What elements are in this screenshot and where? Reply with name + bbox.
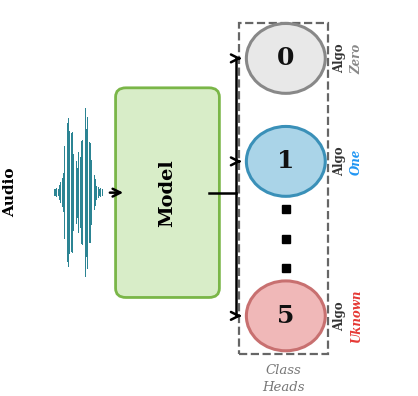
Bar — [74, 150, 75, 235]
Bar — [87, 117, 88, 268]
Circle shape — [246, 23, 325, 93]
Bar — [81, 141, 82, 244]
Bar — [239, 23, 328, 354]
Bar — [54, 189, 55, 196]
Text: Audio: Audio — [3, 168, 18, 217]
Bar — [60, 182, 61, 203]
Text: Class
Heads: Class Heads — [262, 364, 305, 394]
Bar — [93, 168, 94, 217]
Circle shape — [246, 126, 325, 196]
Text: 5: 5 — [277, 304, 295, 328]
Bar — [100, 188, 101, 197]
Bar — [85, 108, 86, 277]
Text: Algo: Algo — [333, 301, 346, 331]
Bar — [80, 157, 81, 228]
Bar — [63, 173, 64, 212]
Bar — [64, 146, 65, 240]
Bar — [59, 185, 60, 200]
Text: 1: 1 — [277, 149, 295, 173]
Text: Algo: Algo — [333, 147, 346, 176]
Bar — [91, 160, 92, 225]
Bar — [98, 187, 99, 198]
Text: Zero: Zero — [350, 43, 363, 74]
Bar — [73, 154, 74, 231]
Bar — [86, 129, 87, 257]
Bar — [72, 132, 73, 253]
Bar — [82, 140, 83, 246]
Bar — [67, 124, 68, 262]
Bar — [61, 178, 63, 207]
Bar — [76, 162, 77, 224]
Bar — [99, 189, 100, 196]
Text: Model: Model — [158, 159, 176, 227]
Bar — [55, 189, 56, 196]
Bar — [56, 188, 57, 197]
Bar — [68, 118, 69, 267]
Bar — [58, 189, 59, 196]
Bar — [95, 179, 96, 206]
Circle shape — [246, 281, 325, 351]
Text: Uknown: Uknown — [350, 289, 363, 343]
Text: 0: 0 — [277, 46, 295, 70]
Text: Algo: Algo — [333, 44, 346, 73]
Bar — [77, 168, 78, 218]
Bar — [90, 143, 91, 242]
FancyBboxPatch shape — [115, 88, 219, 297]
Bar — [69, 131, 70, 254]
Bar — [94, 175, 95, 210]
Text: One: One — [350, 148, 363, 175]
